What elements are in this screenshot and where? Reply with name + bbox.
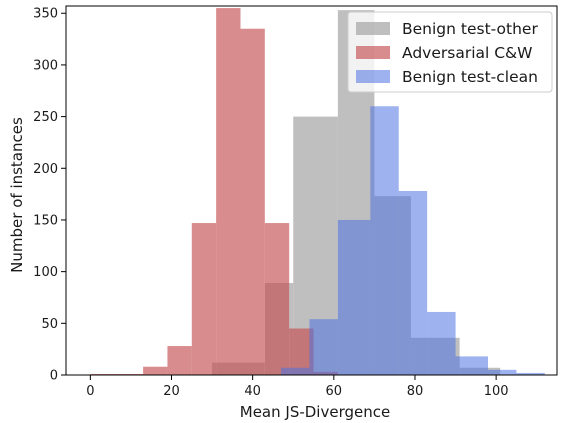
plot-frame xyxy=(65,5,558,376)
histogram-bar xyxy=(191,223,217,375)
histogram-bar xyxy=(240,28,265,375)
legend-swatch xyxy=(356,46,390,59)
y-axis-ticks: 0 50 100 150 200 250 300 350 xyxy=(33,7,66,384)
histogram-bar xyxy=(398,191,428,375)
y-tick-label: 300 xyxy=(33,58,58,73)
histogram-bar xyxy=(427,311,456,375)
histogram-bar xyxy=(114,373,144,375)
histogram-bar xyxy=(167,346,192,375)
histogram-bar xyxy=(143,366,168,375)
y-tick-label: 200 xyxy=(33,162,58,177)
histogram-bar xyxy=(90,373,115,375)
legend-swatch xyxy=(356,22,390,35)
x-tick-label: 20 xyxy=(163,384,180,399)
x-axis-label: Mean JS-Divergence xyxy=(240,403,390,421)
x-tick-label: 100 xyxy=(484,384,509,399)
y-tick-label: 250 xyxy=(33,110,58,125)
legend-label: Benign test-other xyxy=(402,20,538,38)
legend: Benign test-other Adversarial C&W Benign t… xyxy=(347,11,553,93)
x-axis-ticks: 0 20 40 60 80 100 xyxy=(86,375,509,399)
histogram-bar xyxy=(281,367,310,375)
histogram-bars xyxy=(90,8,545,376)
y-axis-label: Number of instances xyxy=(8,117,26,273)
y-tick-label: 350 xyxy=(33,7,58,22)
legend-swatch xyxy=(356,70,390,83)
histogram-bar xyxy=(370,106,399,376)
histogram-bar xyxy=(264,223,290,375)
histogram-bar xyxy=(455,356,489,375)
histogram-bar xyxy=(516,372,545,375)
histogram-bar xyxy=(309,319,338,375)
histogram-bar xyxy=(216,8,241,375)
histogram-bar xyxy=(488,369,517,375)
legend-label: Benign test-clean xyxy=(402,68,538,86)
y-tick-label: 0 xyxy=(50,369,58,384)
x-tick-label: 60 xyxy=(326,384,343,399)
histogram-bar xyxy=(337,219,371,375)
x-tick-label: 40 xyxy=(244,384,261,399)
y-tick-label: 100 xyxy=(33,265,58,280)
x-tick-label: 0 xyxy=(86,384,94,399)
y-tick-label: 150 xyxy=(33,213,58,228)
x-tick-label: 80 xyxy=(407,384,424,399)
legend-box xyxy=(347,11,553,93)
legend-label: Adversarial C&W xyxy=(402,44,532,62)
y-tick-label: 50 xyxy=(41,317,58,332)
series-benign-test-clean xyxy=(281,106,545,376)
